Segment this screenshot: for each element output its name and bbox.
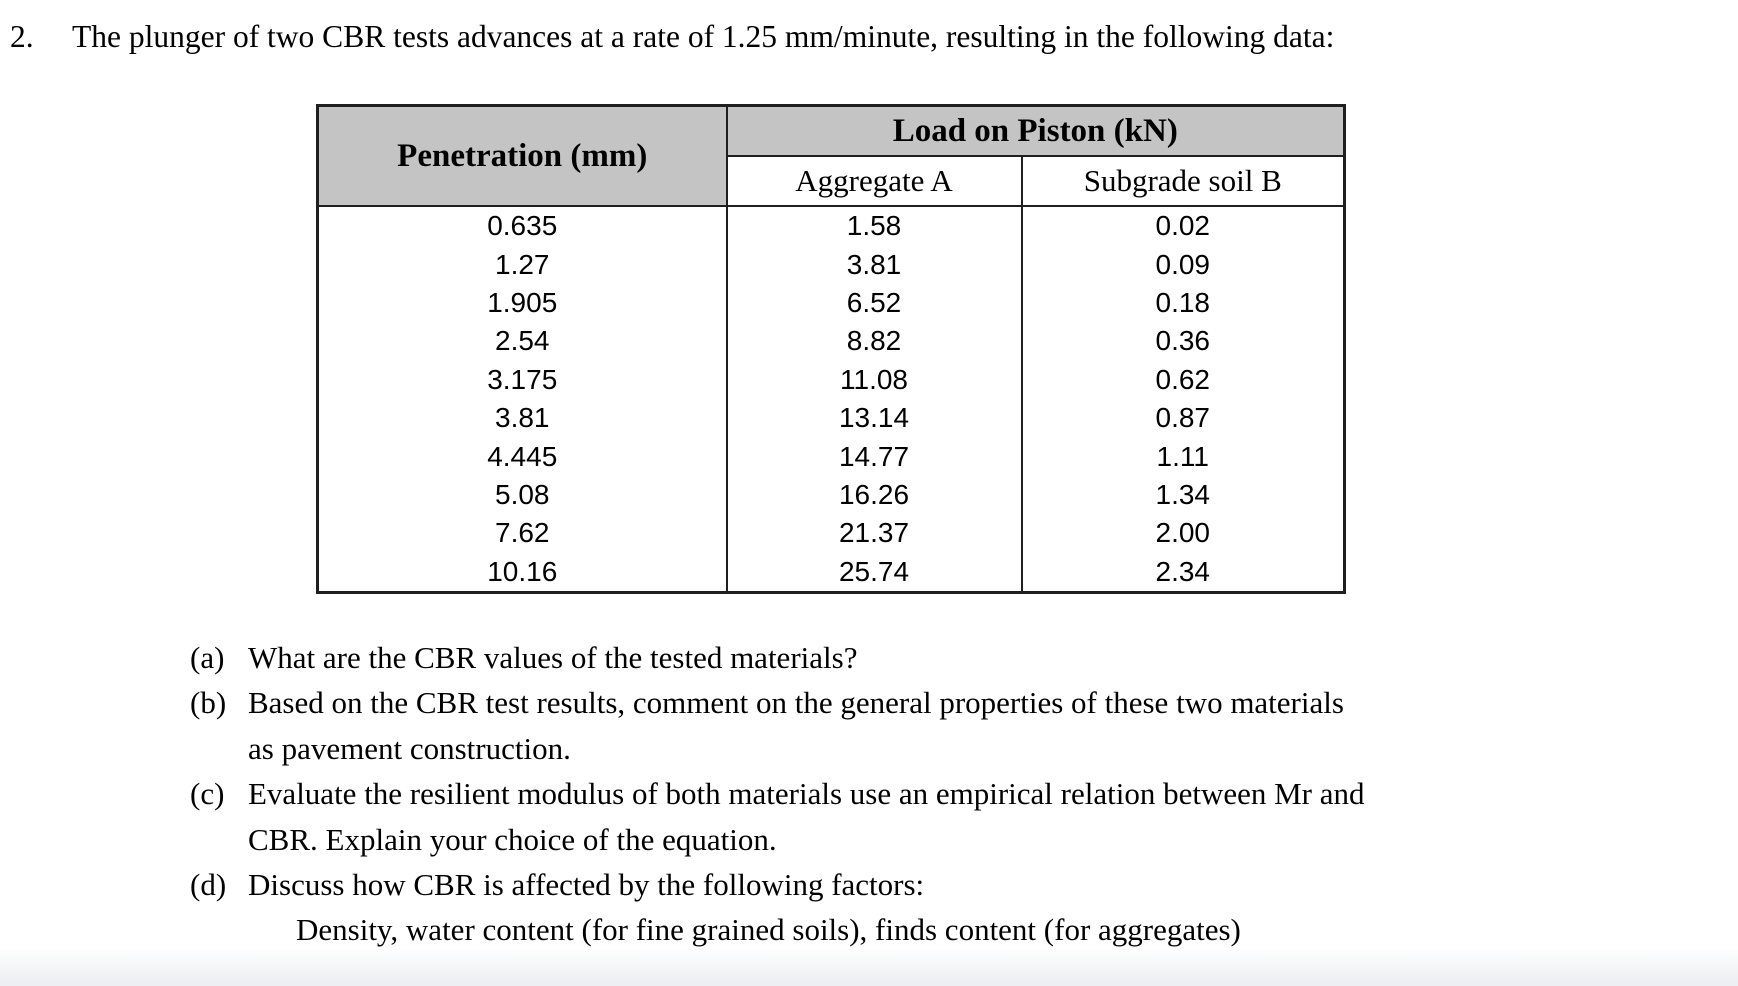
cell-penetration: 5.08 — [316, 475, 728, 515]
question-d-factors: Density, water content (for fine grained… — [190, 907, 1365, 952]
table-header-row-2: Aggregate A Subgrade soil B — [318, 155, 1346, 207]
question-text: Density, water content (for fine grained… — [296, 912, 1241, 948]
question-label: (d) — [190, 867, 227, 903]
table-row: 1.27 3.81 0.09 — [316, 245, 1346, 284]
question-b-continued: as pavement construction. — [190, 726, 1365, 771]
question-text: Discuss how CBR is affected by the follo… — [248, 867, 925, 903]
cell-penetration: 2.54 — [316, 322, 728, 361]
question-label: (b) — [190, 685, 227, 721]
cell-aggregate-a: 3.81 — [725, 245, 1023, 284]
cell-penetration: 3.81 — [316, 398, 728, 438]
cell-penetration: 0.635 — [316, 206, 728, 246]
header-aggregate-a: Aggregate A — [725, 155, 1023, 207]
cell-subgrade-b: 1.11 — [1020, 437, 1346, 476]
cell-aggregate-a: 8.82 — [725, 322, 1023, 361]
table-row: 7.62 21.37 2.00 — [316, 514, 1346, 553]
question-label — [190, 726, 248, 771]
cell-aggregate-a: 11.08 — [725, 360, 1023, 399]
question-d: (d) Discuss how CBR is affected by the f… — [190, 862, 1365, 907]
question-label — [190, 817, 248, 862]
cell-subgrade-b: 1.34 — [1020, 475, 1346, 515]
table-row: 5.08 16.26 1.34 — [316, 475, 1346, 515]
question-text: Based on the CBR test results, comment o… — [248, 685, 1344, 721]
table-row: 0.635 1.58 0.02 — [316, 206, 1346, 246]
table-row: 4.445 14.77 1.11 — [316, 437, 1346, 476]
cbr-data-table: Penetration (mm) Load on Piston (kN) Agg… — [316, 104, 1347, 594]
cell-aggregate-a: 14.77 — [725, 437, 1023, 476]
header-penetration: Penetration (mm) — [316, 104, 728, 207]
question-text: Evaluate the resilient modulus of both m… — [248, 776, 1365, 812]
cell-aggregate-a: 16.26 — [725, 475, 1023, 515]
problem-title: 2. The plunger of two CBR tests advances… — [10, 16, 1334, 58]
header-load-on-piston: Load on Piston (kN) — [725, 104, 1346, 157]
table-header-row-1: Penetration (mm) Load on Piston (kN) — [316, 104, 1346, 207]
cell-subgrade-b: 0.02 — [1020, 206, 1346, 246]
cell-penetration: 1.27 — [316, 245, 728, 284]
cell-penetration: 3.175 — [316, 360, 728, 399]
question-list: (a) What are the CBR values of the teste… — [190, 635, 1365, 953]
question-c-continued: CBR. Explain your choice of the equation… — [190, 817, 1365, 862]
cell-subgrade-b: 0.62 — [1020, 360, 1346, 399]
cell-subgrade-b: 0.09 — [1020, 245, 1346, 284]
header-subgrade-b: Subgrade soil B — [1020, 155, 1346, 207]
question-text: CBR. Explain your choice of the equation… — [248, 821, 777, 857]
cell-aggregate-a: 1.58 — [725, 206, 1023, 246]
cell-penetration: 4.445 — [316, 437, 728, 476]
question-text: What are the CBR values of the tested ma… — [248, 640, 858, 675]
cell-subgrade-b: 2.00 — [1020, 514, 1346, 553]
question-label: (a) — [190, 640, 225, 675]
table-row: 2.54 8.82 0.36 — [316, 322, 1346, 361]
cell-aggregate-a: 21.37 — [725, 514, 1023, 553]
cell-subgrade-b: 0.36 — [1020, 322, 1346, 361]
question-a: (a) What are the CBR values of the teste… — [190, 635, 1365, 680]
cell-penetration: 7.62 — [316, 514, 728, 553]
page-bottom-edge — [0, 948, 1738, 986]
table-row: 3.175 11.08 0.62 — [316, 360, 1346, 399]
question-label: (c) — [190, 776, 225, 812]
cell-aggregate-a: 25.74 — [725, 552, 1023, 593]
question-label — [190, 907, 248, 952]
problem-number: 2. — [10, 19, 34, 54]
cell-penetration: 10.16 — [316, 552, 728, 593]
cell-aggregate-a: 6.52 — [725, 283, 1023, 323]
question-text: as pavement construction. — [248, 730, 571, 766]
problem-statement: The plunger of two CBR tests advances at… — [72, 19, 1335, 54]
table-row: 1.905 6.52 0.18 — [316, 283, 1346, 323]
question-c: (c) Evaluate the resilient modulus of bo… — [190, 771, 1365, 816]
cell-subgrade-b: 2.34 — [1020, 552, 1346, 593]
cell-subgrade-b: 0.87 — [1020, 398, 1346, 438]
table-row: 10.16 25.74 2.34 — [316, 552, 1346, 593]
table-row: 3.81 13.14 0.87 — [316, 398, 1346, 438]
cell-subgrade-b: 0.18 — [1020, 283, 1346, 323]
cell-penetration: 1.905 — [316, 283, 728, 323]
cell-aggregate-a: 13.14 — [725, 398, 1023, 438]
question-b: (b) Based on the CBR test results, comme… — [190, 680, 1365, 725]
